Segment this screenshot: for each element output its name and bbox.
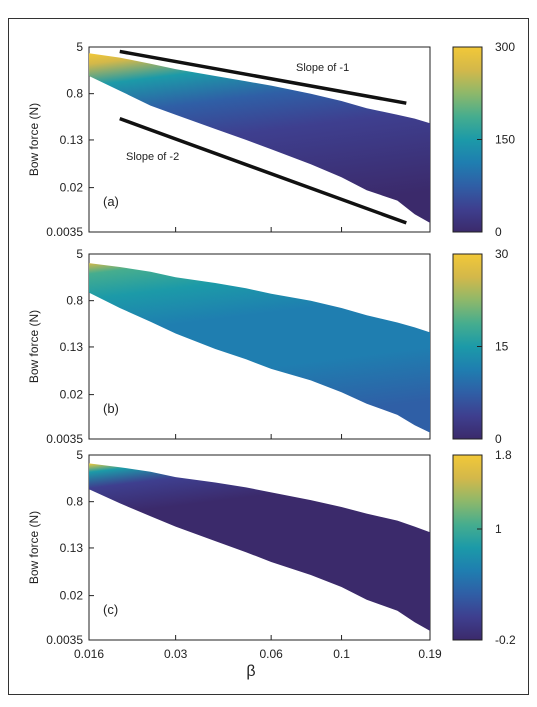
panel-label: (b) — [103, 401, 119, 416]
y-tick-label: 0.02 — [60, 181, 84, 195]
y-tick-label: 5 — [76, 40, 83, 54]
y-tick-label: 0.8 — [66, 495, 83, 509]
y-tick-label: 0.13 — [60, 133, 84, 147]
colorbar-tick-label: 1 — [495, 522, 502, 536]
y-tick-label: 5 — [76, 448, 83, 462]
colorbar-tick-label: 1.8 — [495, 448, 512, 462]
colorbar-tick-label: 0 — [495, 225, 502, 239]
x-tick-label: 0.03 — [164, 647, 188, 661]
panels: 5 0.8 0.13 0.02 0.0035 Bow force (N) (a) Slope … — [27, 40, 516, 661]
annotation-slope-2: Slope of -2 — [126, 151, 179, 163]
colorbar-tick-label: 15 — [495, 340, 509, 354]
y-axis-label: Bow force (N) — [27, 103, 41, 176]
x-tick-label: 0.016 — [74, 647, 104, 661]
colorbar-tick-label: 150 — [495, 133, 515, 147]
x-axis-label: β — [246, 663, 255, 680]
panel-label: (a) — [103, 194, 119, 209]
x-tick-label: 0.06 — [259, 647, 283, 661]
reference-line — [119, 49, 407, 105]
y-tick-label: 0.13 — [60, 541, 84, 555]
colorbar-tick-label: 300 — [495, 40, 515, 54]
y-axis-label: Bow force (N) — [27, 310, 41, 383]
y-tick-label: 0.0035 — [46, 225, 83, 239]
y-tick-label: 0.02 — [60, 388, 84, 402]
y-tick-label: 0.8 — [66, 294, 83, 308]
colorbar-tick-label: 30 — [495, 247, 509, 261]
y-axis-label: Bow force (N) — [27, 511, 41, 584]
y-tick-label: 0.0035 — [46, 432, 83, 446]
heatmap-region — [89, 53, 430, 223]
y-tick-label: 0.0035 — [46, 633, 83, 647]
y-tick-label: 0.02 — [60, 589, 84, 603]
y-tick-label: 5 — [76, 247, 83, 261]
y-tick-label: 0.13 — [60, 340, 84, 354]
x-tick-label: 0.19 — [418, 647, 442, 661]
colorbar-tick-label: 0 — [495, 432, 502, 446]
colorbar-tick-label: -0.2 — [495, 633, 516, 647]
colorbar — [452, 454, 483, 641]
heatmap-region — [89, 463, 430, 631]
panel-label: (c) — [103, 602, 118, 617]
y-tick-label: 0.8 — [66, 87, 83, 101]
annotation-slope-1: Slope of -1 — [296, 62, 349, 74]
figure-frame — [8, 18, 529, 695]
panel-2: 5 0.8 0.13 0.02 0.0035 Bow force (N) (b) 30 15 0 — [27, 247, 509, 446]
panel-1: 5 0.8 0.13 0.02 0.0035 Bow force (N) (a) Slope … — [27, 40, 515, 239]
reference-line — [119, 117, 407, 225]
x-tick-label: 0.1 — [333, 647, 350, 661]
heatmap-region — [89, 263, 430, 433]
